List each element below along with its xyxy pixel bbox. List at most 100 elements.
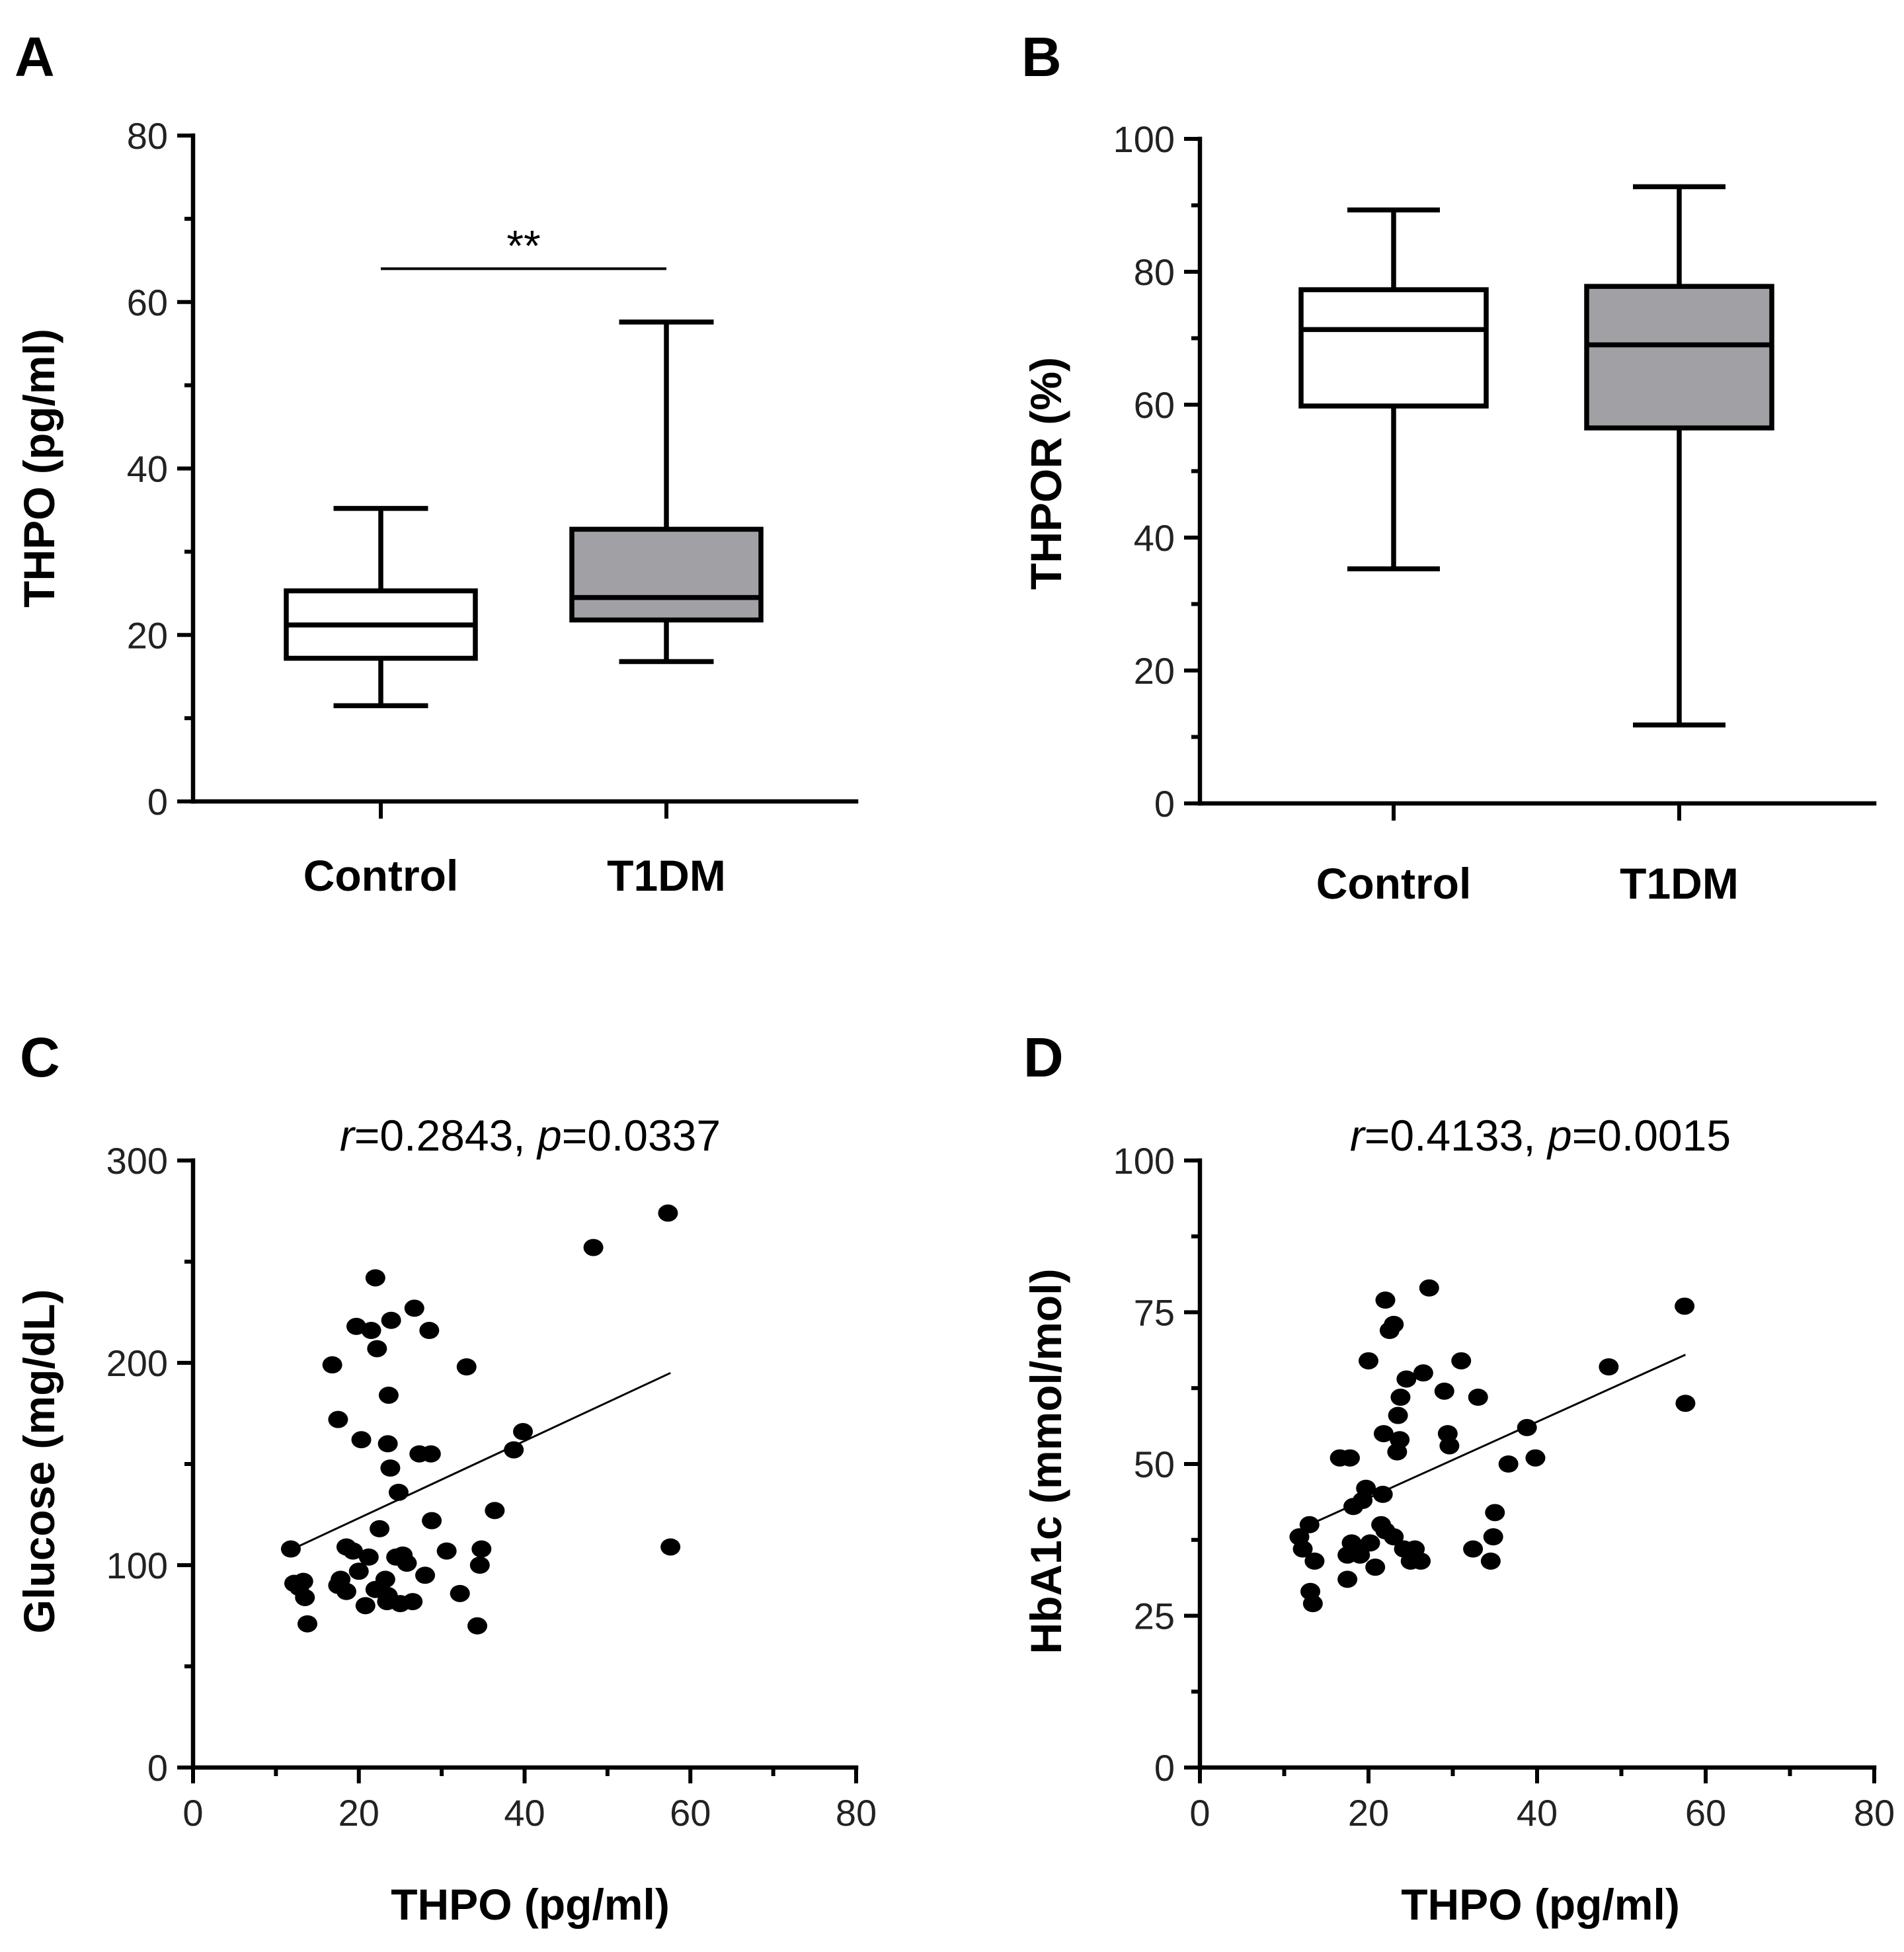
data-point [420,1445,441,1463]
x-tick-label: 80 [836,1792,877,1834]
data-point [660,1538,681,1556]
regression-line [288,1371,671,1552]
data-point [450,1584,470,1602]
category-label-control: Control [1316,859,1472,908]
data-point [415,1566,436,1584]
data-point [1675,1395,1696,1412]
y-tick-label: 80 [127,115,168,157]
data-point [1384,1528,1404,1546]
r-value: =0.4133, [1365,1111,1548,1160]
data-point [1439,1437,1460,1455]
r-value: =0.2843, [354,1111,537,1160]
data-point [583,1239,604,1256]
r-symbol: r [1350,1111,1367,1160]
data-point [1675,1297,1695,1315]
data-point [1292,1540,1313,1558]
y-tick-label: 20 [127,614,168,656]
data-point [381,1311,401,1329]
y-tick-label: 20 [1134,650,1175,692]
y-axis-title: HbA1c (mmol/mol) [1021,1268,1070,1654]
y-tick-label: 75 [1134,1292,1175,1334]
y-tick-label: 40 [127,448,168,490]
data-point [1372,1485,1393,1503]
correlation-stat: r=0.2843, p=0.0337 [340,1111,721,1160]
data-point [504,1441,524,1459]
data-point [361,1322,381,1340]
y-axis-title: Glucose (mg/dL) [15,1289,63,1634]
panel-c: C 0 100 200 300 0 20 40 60 80 Glucose (mg/dL) TH… [15,1026,877,1929]
y-tick-label: 100 [1113,118,1175,160]
panel-letter-c: C [20,1026,60,1088]
category-label-t1dm: T1DM [607,851,726,900]
iqr-box [1298,287,1489,409]
data-point [658,1204,678,1222]
data-point [1498,1455,1519,1473]
y-tick-label: 60 [127,282,168,323]
data-point [469,1557,490,1574]
x-tick-label: 20 [338,1792,379,1834]
y-tick-label: 300 [106,1140,168,1182]
data-point [1337,1570,1358,1588]
y-tick-label: 60 [1134,384,1175,426]
p-value: =0.0015 [1572,1111,1731,1160]
data-point [328,1410,348,1428]
data-point [378,1386,399,1404]
data-point [358,1548,379,1566]
data-point [346,1317,366,1335]
y-tick-label: 50 [1134,1444,1175,1485]
data-point [1390,1389,1411,1406]
data-point [404,1299,424,1317]
p-symbol: p [1546,1111,1572,1160]
data-point [436,1542,457,1560]
data-point [419,1322,440,1340]
data-point [1365,1559,1386,1576]
data-point [298,1615,318,1633]
data-point [1356,1479,1376,1497]
box-control [1298,207,1489,571]
data-point [377,1435,398,1453]
data-point [422,1512,442,1529]
data-point [1483,1528,1503,1546]
x-axis-title: THPO (pg/ml) [1401,1880,1680,1929]
data-point [1525,1449,1546,1467]
correlation-stat: r=0.4133, p=0.0015 [1350,1111,1731,1160]
p-value: =0.0337 [562,1111,721,1160]
x-tick-label: 60 [1685,1792,1726,1834]
x-tick-label: 20 [1348,1792,1389,1834]
y-tick-label: 80 [1134,251,1175,293]
data-point [485,1502,505,1520]
data-point [397,1554,417,1572]
r-symbol: r [340,1111,356,1160]
box-t1dm [569,319,764,665]
data-point [1373,1425,1394,1443]
y-tick-label: 100 [1113,1140,1175,1182]
data-point [342,1542,363,1560]
data-point [348,1563,369,1580]
category-label-t1dm: T1DM [1620,859,1739,908]
data-point [336,1582,356,1600]
y-axis-title: THPOR (%) [1021,357,1070,590]
data-point [1517,1418,1537,1436]
data-point [322,1356,342,1374]
data-point [1396,1370,1417,1388]
x-tick-label: 0 [1189,1792,1210,1834]
x-tick-label: 60 [670,1792,711,1834]
box-control [284,506,478,708]
regression-line [1309,1354,1686,1526]
panel-letter-d: D [1023,1026,1064,1088]
data-point [367,1340,387,1358]
panel-b: B 0 20 40 60 80 100 THPOR (%) Control T1DM [1021,26,1877,908]
data-point [471,1540,492,1558]
category-label-control: Control [303,851,459,900]
data-point [1413,1364,1433,1382]
y-tick-label: 0 [1154,1747,1175,1789]
data-point [1375,1291,1396,1309]
iqr-box [569,526,764,623]
data-point [467,1617,488,1635]
data-point [1480,1552,1501,1570]
data-point [1388,1406,1408,1424]
data-point [295,1588,315,1606]
panel-d: D 0 25 50 75 100 0 20 40 60 80 HbA1c (mmol/mol) T… [1021,1026,1895,1929]
data-point [1360,1534,1380,1552]
